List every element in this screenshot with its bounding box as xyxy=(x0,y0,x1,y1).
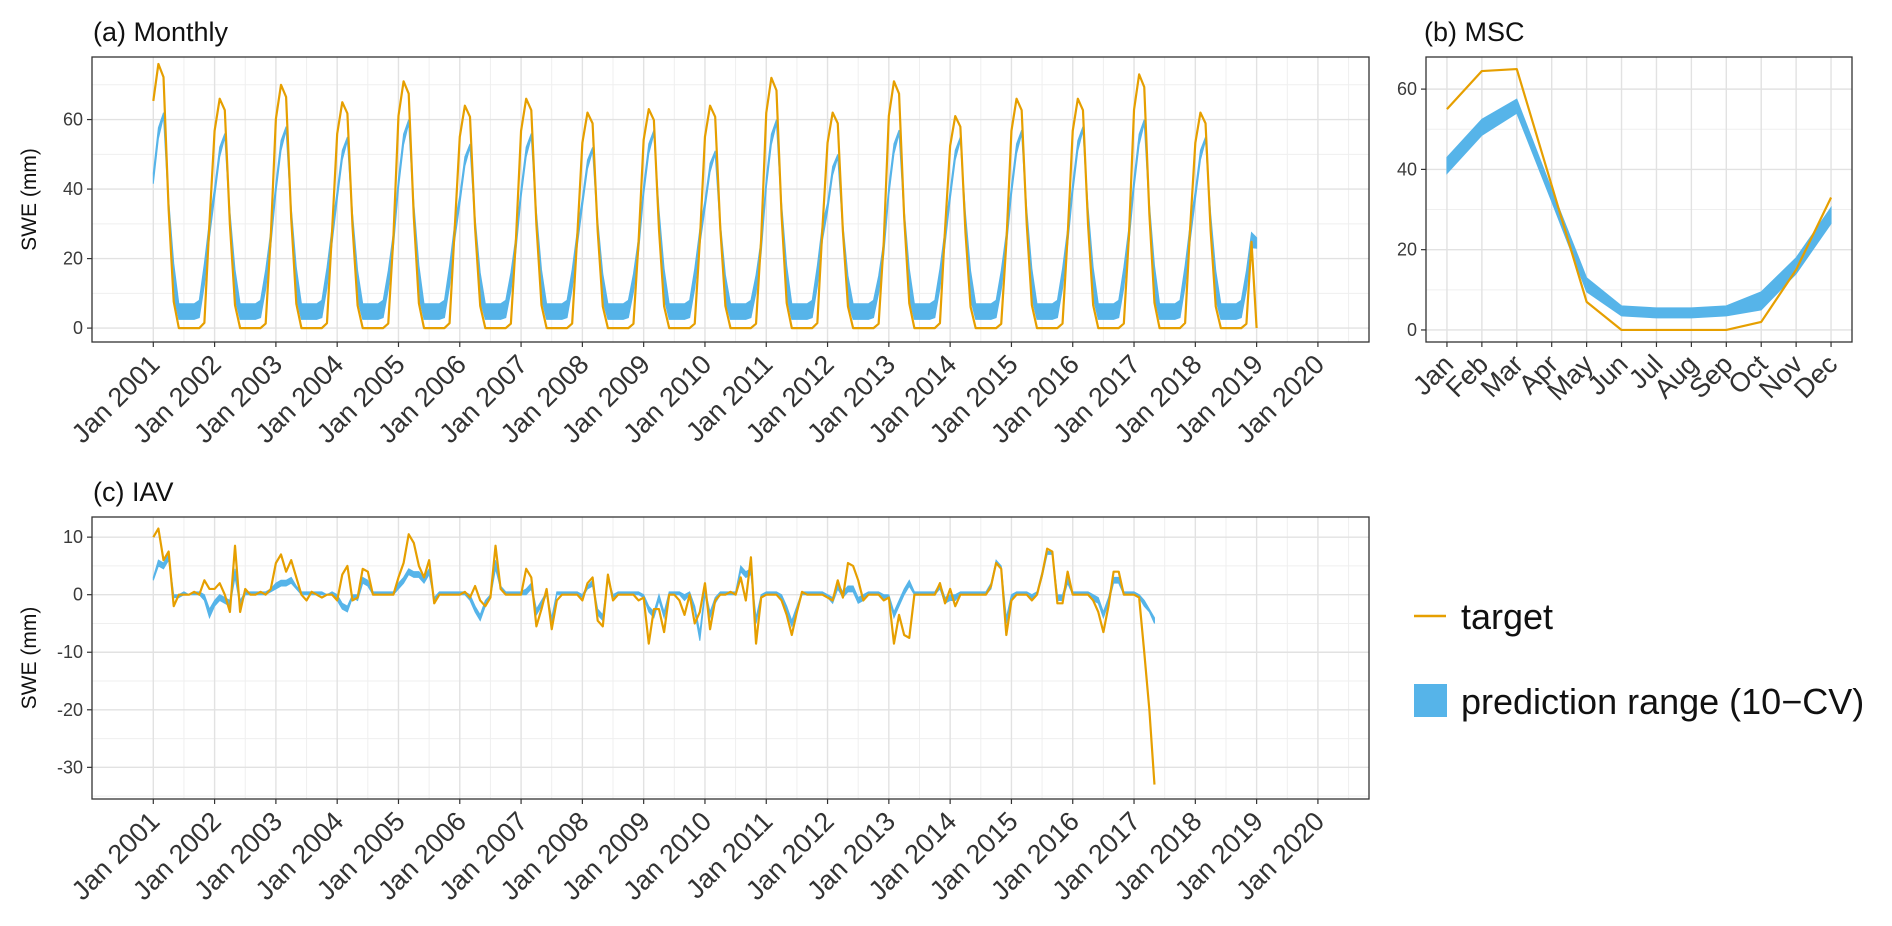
y-axis-label: SWE (mm) xyxy=(18,607,41,710)
panel-frame xyxy=(1425,56,1853,343)
y-tick-label: 40 xyxy=(63,179,83,199)
y-tick-label: 0 xyxy=(1407,320,1417,340)
y-tick-label: 20 xyxy=(63,249,83,269)
panel-title: (a) Monthly xyxy=(93,17,229,47)
msc-panel: 0204060JanFebMarAprMayJunJulAugSepOctNov… xyxy=(1397,17,1853,406)
legend-target-label: target xyxy=(1461,596,1553,637)
prediction-range-band xyxy=(152,112,1258,320)
legend: target prediction range (10−CV) xyxy=(1414,596,1864,722)
target-line xyxy=(152,62,1258,330)
panel-frame xyxy=(91,56,1370,343)
x-tick-label: Dec xyxy=(1788,349,1843,404)
plot-area xyxy=(152,527,1156,785)
y-tick-label: 0 xyxy=(73,318,83,338)
y-tick-label: -30 xyxy=(57,757,83,777)
panel-title: (b) MSC xyxy=(1424,17,1525,47)
legend-prediction-label: prediction range (10−CV) xyxy=(1461,681,1864,722)
y-axis-label: SWE (mm) xyxy=(18,148,41,251)
plot-area xyxy=(152,62,1258,330)
panel-frame xyxy=(91,516,1370,800)
y-tick-label: 10 xyxy=(63,527,83,547)
y-tick-label: 0 xyxy=(73,585,83,605)
legend-prediction-key xyxy=(1414,684,1447,717)
target-line xyxy=(1446,67,1833,332)
target-line xyxy=(152,527,1156,785)
y-tick-label: 20 xyxy=(1397,240,1417,260)
prediction-range-band xyxy=(1446,98,1832,319)
y-tick-label: 60 xyxy=(63,110,83,130)
panel-title: (c) IAV xyxy=(93,477,174,507)
y-tick-label: 40 xyxy=(1397,159,1417,179)
y-tick-label: 60 xyxy=(1397,79,1417,99)
y-tick-label: -10 xyxy=(57,642,83,662)
y-tick-label: -20 xyxy=(57,700,83,720)
prediction-range-band xyxy=(152,551,1155,641)
